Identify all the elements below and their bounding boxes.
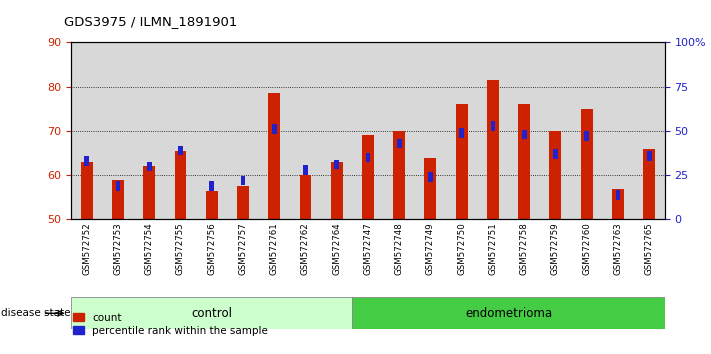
Text: endometrioma: endometrioma [465,307,552,320]
Bar [456,104,468,219]
Bar [303,165,308,175]
Bar [383,42,415,219]
Bar [334,160,339,170]
Bar [353,42,383,219]
Bar [491,121,496,131]
Bar [459,128,464,138]
Text: disease state: disease state [1,308,70,318]
Bar [112,179,124,219]
Bar [290,42,321,219]
Bar [424,158,437,219]
Bar [571,42,602,219]
Bar [71,297,353,329]
Bar [85,156,89,166]
Bar [134,42,165,219]
Bar [144,166,155,219]
Bar [165,42,196,219]
Bar [415,42,446,219]
Bar [602,42,634,219]
Bar [240,176,245,185]
Text: GDS3975 / ILMN_1891901: GDS3975 / ILMN_1891901 [64,15,237,28]
Bar [174,151,186,219]
Bar [522,130,527,139]
Bar [553,149,557,159]
Bar [228,42,259,219]
Bar [268,93,280,219]
Bar [647,151,651,161]
Bar [393,131,405,219]
Bar [81,162,92,219]
Bar [616,190,620,200]
Bar [178,145,183,155]
Bar [353,297,665,329]
Bar [259,42,290,219]
Bar [321,42,353,219]
Bar [365,153,370,162]
Bar [550,131,562,219]
Bar [397,138,402,148]
Bar [612,188,624,219]
Bar [487,80,499,219]
Bar [102,42,134,219]
Bar [446,42,477,219]
Bar [518,104,530,219]
Bar [209,181,214,191]
Bar [147,161,151,171]
Bar [205,191,218,219]
Bar [584,131,589,141]
Bar [428,172,433,182]
Bar [540,42,571,219]
Bar [362,135,374,219]
Bar [237,186,249,219]
Bar [272,124,277,134]
Bar [477,42,508,219]
Bar [71,42,102,219]
Bar [581,109,592,219]
Bar [508,42,540,219]
Bar [331,162,343,219]
Legend: count, percentile rank within the sample: count, percentile rank within the sample [69,308,272,340]
Text: control: control [191,307,232,320]
Bar [634,42,665,219]
Bar [299,175,311,219]
Bar [196,42,228,219]
Bar [116,181,120,191]
Bar [643,149,655,219]
